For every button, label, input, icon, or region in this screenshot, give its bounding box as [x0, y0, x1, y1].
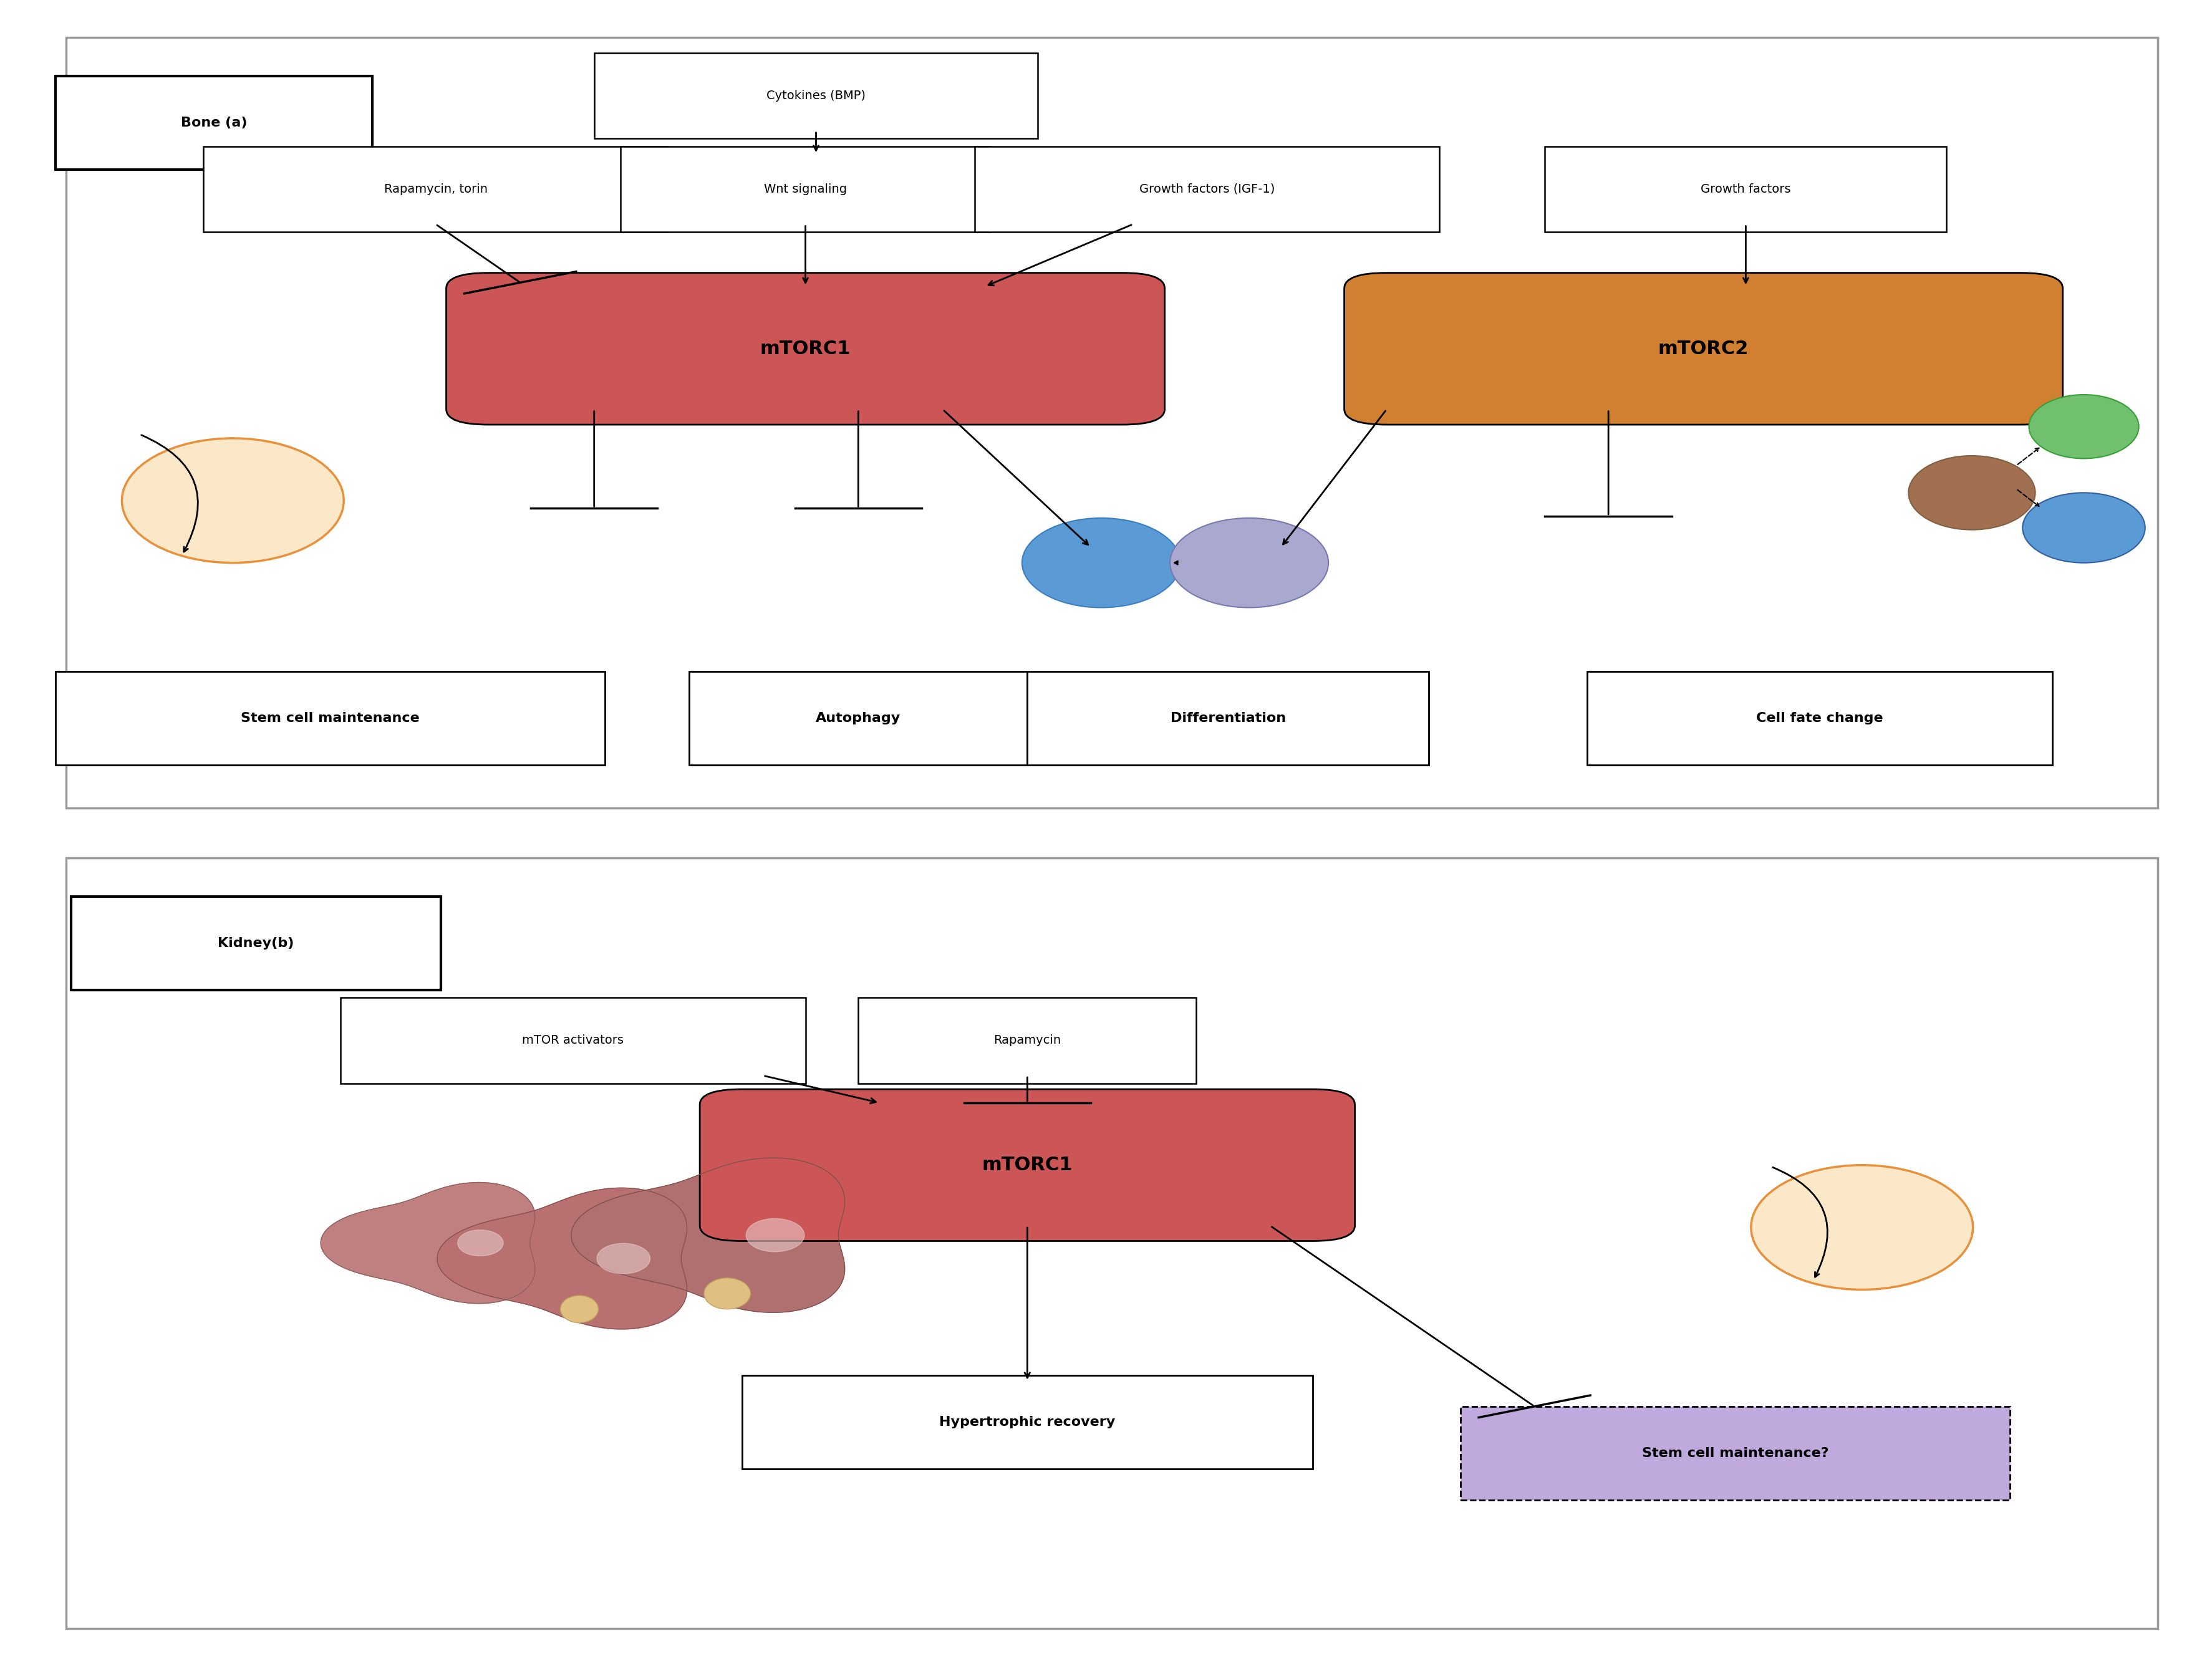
Ellipse shape: [1909, 455, 2035, 529]
FancyBboxPatch shape: [1586, 671, 2051, 765]
FancyBboxPatch shape: [1544, 146, 1947, 233]
Text: Rapamycin: Rapamycin: [993, 1035, 1062, 1046]
FancyBboxPatch shape: [619, 146, 991, 233]
Ellipse shape: [1170, 517, 1327, 608]
Text: Differentiation: Differentiation: [1170, 711, 1285, 725]
Polygon shape: [438, 1189, 686, 1329]
FancyBboxPatch shape: [66, 37, 2157, 809]
Text: Wnt signaling: Wnt signaling: [763, 182, 847, 196]
FancyBboxPatch shape: [690, 671, 1026, 765]
Text: Kidney(b): Kidney(b): [217, 937, 294, 949]
FancyBboxPatch shape: [66, 857, 2157, 1629]
FancyBboxPatch shape: [1460, 1406, 2008, 1500]
Polygon shape: [745, 1219, 805, 1252]
Ellipse shape: [2028, 395, 2139, 459]
FancyBboxPatch shape: [204, 146, 668, 233]
FancyBboxPatch shape: [973, 146, 1440, 233]
Polygon shape: [458, 1230, 502, 1256]
FancyBboxPatch shape: [595, 54, 1037, 139]
Ellipse shape: [122, 439, 343, 562]
Text: Cytokines (BMP): Cytokines (BMP): [765, 90, 865, 102]
Text: Rapamycin, torin: Rapamycin, torin: [385, 182, 487, 196]
Text: mTORC1: mTORC1: [761, 340, 852, 358]
Polygon shape: [321, 1182, 535, 1304]
FancyBboxPatch shape: [699, 1090, 1354, 1240]
FancyBboxPatch shape: [71, 897, 440, 989]
Text: Stem cell maintenance?: Stem cell maintenance?: [1641, 1446, 1827, 1460]
FancyBboxPatch shape: [858, 998, 1197, 1083]
Ellipse shape: [703, 1277, 750, 1309]
FancyBboxPatch shape: [1345, 273, 2062, 425]
Text: Stem cell maintenance: Stem cell maintenance: [241, 711, 420, 725]
Ellipse shape: [560, 1296, 597, 1322]
Text: mTORC2: mTORC2: [1657, 340, 1747, 358]
FancyBboxPatch shape: [341, 998, 805, 1083]
Ellipse shape: [1022, 517, 1181, 608]
Text: mTORC1: mTORC1: [982, 1157, 1073, 1173]
Polygon shape: [597, 1244, 650, 1274]
Text: Growth factors (IGF-1): Growth factors (IGF-1): [1139, 182, 1274, 196]
FancyBboxPatch shape: [741, 1376, 1312, 1468]
Text: Hypertrophic recovery: Hypertrophic recovery: [940, 1416, 1115, 1428]
Text: Bone (a): Bone (a): [181, 117, 248, 129]
Text: mTOR activators: mTOR activators: [522, 1035, 624, 1046]
FancyBboxPatch shape: [55, 671, 604, 765]
Ellipse shape: [1750, 1165, 1973, 1289]
FancyBboxPatch shape: [447, 273, 1164, 425]
FancyBboxPatch shape: [1026, 671, 1429, 765]
Text: Growth factors: Growth factors: [1701, 182, 1790, 196]
Polygon shape: [571, 1158, 845, 1312]
FancyBboxPatch shape: [55, 77, 372, 169]
Ellipse shape: [2022, 492, 2143, 562]
Text: Cell fate change: Cell fate change: [1756, 711, 1882, 725]
Text: Autophagy: Autophagy: [816, 711, 900, 725]
